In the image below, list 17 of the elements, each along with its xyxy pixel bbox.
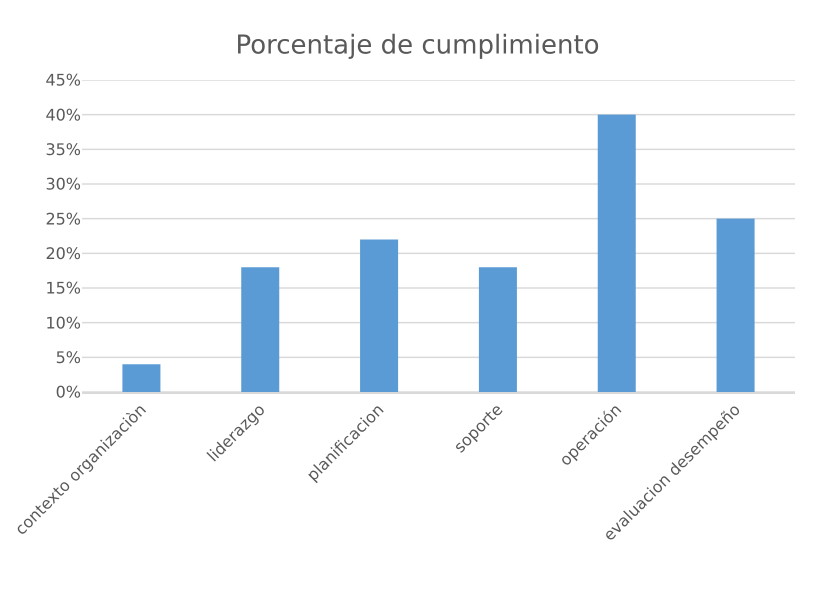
bar — [478, 267, 517, 392]
chart-title: Porcentaje de cumplimiento — [235, 30, 600, 61]
y-tick-label: 15% — [45, 278, 81, 298]
y-tick-label: 5% — [56, 348, 81, 367]
bar — [241, 267, 280, 392]
y-tick-label: 35% — [45, 140, 81, 159]
bar — [360, 239, 398, 392]
y-tick-label: 0% — [56, 382, 81, 402]
bar — [716, 218, 755, 392]
y-tick-label: 45% — [45, 70, 81, 90]
y-tick-label: 40% — [45, 105, 81, 124]
bar — [122, 364, 160, 392]
y-tick-label: 10% — [45, 313, 81, 332]
y-tick-label: 20% — [45, 244, 81, 263]
bar — [598, 114, 636, 392]
y-tick-label: 25% — [45, 209, 81, 228]
y-tick-label: 30% — [45, 174, 81, 194]
